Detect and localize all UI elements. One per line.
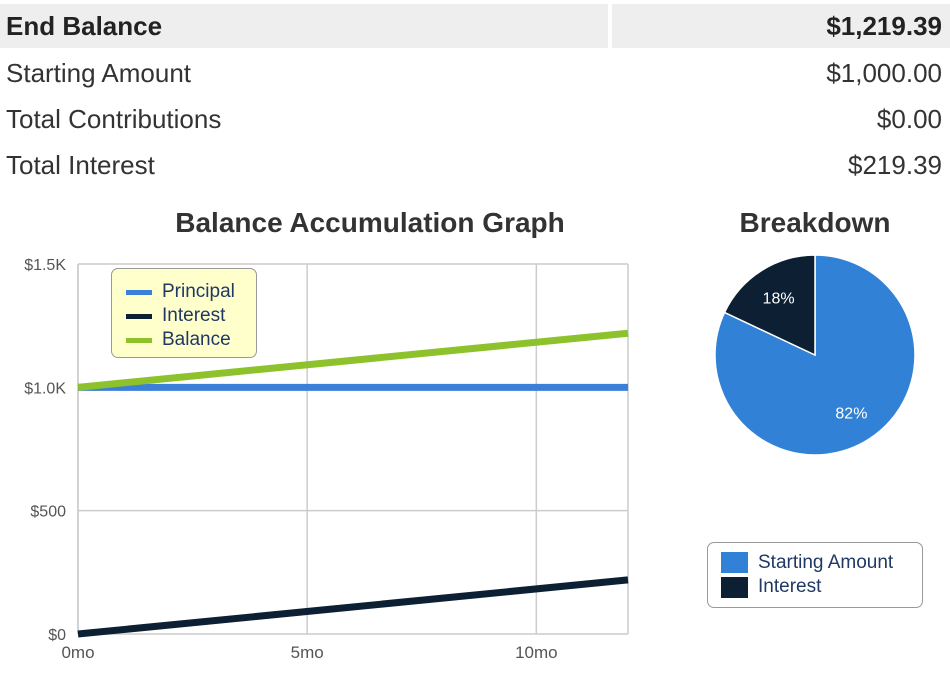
summary-row-value: $0.00 — [876, 104, 942, 134]
series-line-balance — [77, 329, 629, 391]
summary-row-label: Total Interest — [6, 150, 155, 180]
end-balance-value: $1,219.39 — [826, 11, 942, 41]
legend-label-principal: Principal — [162, 281, 235, 302]
legend-label-balance: Balance — [162, 329, 231, 350]
summary-row-total-interest: Total Interest $219.39 — [0, 142, 950, 188]
x-tick-label: 0mo — [61, 643, 94, 662]
pie-slice-label: 82% — [835, 405, 867, 422]
pie-chart-legend: Starting Amount Interest — [707, 542, 923, 608]
end-balance-label: End Balance — [6, 11, 163, 41]
line-chart-legend: Principal Interest Balance — [111, 268, 257, 358]
legend-swatch-interest — [126, 314, 152, 319]
summary-row-label: Total Contributions — [6, 104, 222, 134]
end-balance-row: End Balance $1,219.39 — [0, 0, 950, 48]
pie-chart-title: Breakdown — [739, 207, 891, 238]
line-chart-title: Balance Accumulation Graph — [175, 207, 565, 238]
end-balance-label-cell — [0, 4, 608, 48]
summary-row-value: $219.39 — [848, 150, 942, 180]
legend-swatch-principal — [126, 290, 152, 295]
y-tick-label: $1.5K — [24, 257, 66, 274]
legend-swatch-balance — [126, 338, 152, 343]
summary-row-value: $1,000.00 — [826, 58, 942, 88]
pie-slice-label: 18% — [763, 291, 795, 308]
y-tick-label: $1.0K — [24, 380, 66, 397]
y-tick-label: $0 — [48, 627, 66, 644]
summary-row-total-contributions: Total Contributions $0.00 — [0, 96, 950, 142]
x-tick-label: 10mo — [515, 643, 558, 662]
pie-legend-label-interest: Interest — [758, 576, 822, 597]
legend-label-interest: Interest — [162, 305, 226, 326]
series-line-interest — [77, 576, 629, 638]
pie-slice-interest — [723, 254, 816, 357]
balance-line-chart: $0 $500 $1.0K $1.5K 0mo 5mo 10mo — [24, 257, 629, 662]
pie-legend-label-starting-amount: Starting Amount — [758, 552, 894, 573]
summary-row-starting-amount: Starting Amount $1,000.00 — [0, 50, 950, 96]
summary-row-label: Starting Amount — [6, 58, 191, 88]
pie-legend-swatch-starting-amount — [721, 552, 748, 573]
x-tick-label: 5mo — [291, 643, 324, 662]
breakdown-pie-chart: 82% 18% — [714, 254, 916, 456]
end-balance-value-cell — [612, 4, 950, 48]
pie-legend-swatch-interest — [721, 577, 748, 598]
y-tick-label: $500 — [30, 504, 66, 521]
